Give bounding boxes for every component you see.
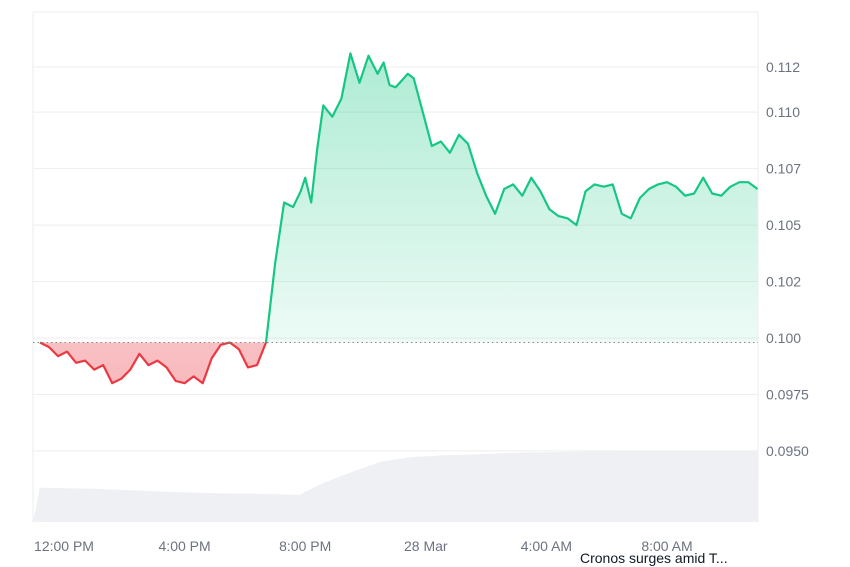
volume-area (33, 450, 758, 522)
volume-bars (33, 450, 758, 522)
y-tick-label: 0.105 (766, 217, 801, 233)
x-tick-label: 12:00 PM (34, 538, 94, 554)
y-tick-label: 0.110 (766, 104, 800, 120)
price-line-up (39, 52, 759, 343)
x-tick-label: 28 Mar (404, 538, 448, 554)
y-tick-label: 0.102 (766, 274, 801, 290)
y-tick-label: 0.107 (766, 161, 801, 177)
y-tick-label: 0.0950 (766, 443, 809, 459)
price-line-down (39, 342, 268, 385)
y-tick-label: 0.112 (766, 59, 800, 75)
area-above-open (39, 53, 758, 343)
x-tick-label: 8:00 PM (279, 538, 331, 554)
y-tick-label: 0.100 (766, 330, 801, 346)
x-tick-label: 8:00 AM (641, 538, 692, 554)
y-axis-labels: 0.112 0.110 0.107 0.105 0.102 0.100 0.0975 0.09… (766, 59, 809, 459)
area-below-open (39, 342, 758, 384)
x-tick-label: 4:00 AM (521, 538, 572, 554)
x-tick-label: 4:00 PM (159, 538, 211, 554)
news-caption[interactable]: Cronos surges amid T... (580, 550, 728, 566)
price-area (39, 53, 758, 384)
x-axis-labels: 12:00 PM 4:00 PM 8:00 PM 28 Mar 4:00 AM 8:00 … (34, 538, 693, 554)
y-tick-label: 0.0975 (766, 387, 809, 403)
price-line (39, 52, 759, 385)
